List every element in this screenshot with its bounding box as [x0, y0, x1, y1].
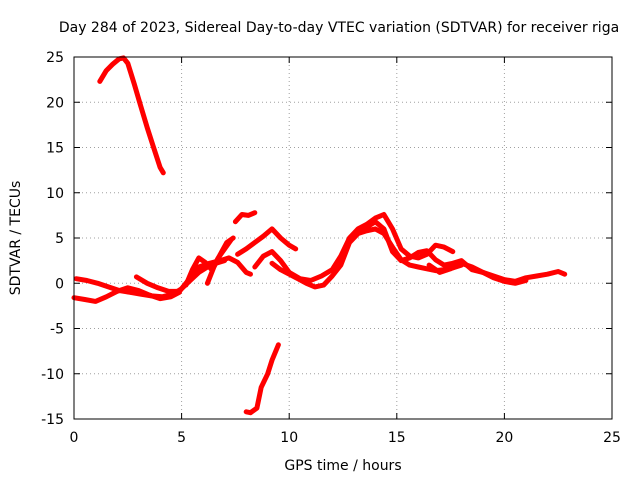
- series-jitter-sat-d: [135, 258, 252, 294]
- series-line-sat-m: [243, 342, 281, 416]
- series-jitter-sat-m: [245, 345, 280, 415]
- series-jitter-sat-k: [357, 222, 527, 286]
- y-tick-label: 20: [46, 95, 64, 111]
- series-jitter-sat-g: [236, 229, 297, 257]
- series-line-sat-c: [71, 285, 182, 304]
- grid: [74, 57, 612, 419]
- y-tick-label: -15: [41, 412, 64, 428]
- axes: 0 5 10 15 20 25 -15 -10 -5 0 5 10 15 20 25: [41, 50, 621, 446]
- x-tick-label: 0: [70, 430, 79, 446]
- series-line-sat-d: [133, 255, 253, 294]
- series-line-sat-l: [426, 260, 568, 284]
- y-tick-label: -10: [41, 367, 64, 383]
- y-tick-label: -5: [50, 322, 64, 338]
- series-jitter-sat-f: [206, 238, 234, 286]
- series-jitter-sat-l: [428, 264, 566, 284]
- plot-area: [71, 55, 568, 416]
- series-line-sat-g: [235, 226, 299, 257]
- x-tick-label: 15: [388, 430, 406, 446]
- x-tick-label: 25: [603, 430, 621, 446]
- series-jitter-sat-a: [99, 58, 165, 176]
- series-jitter-sat-j: [271, 229, 463, 290]
- y-tick-label: 15: [46, 141, 64, 157]
- y-tick-label: 5: [55, 231, 64, 247]
- series-line-sat-h: [232, 210, 258, 225]
- series-jitter-sat-b: [75, 261, 226, 300]
- y-axis-label: SDTVAR / TECUs: [8, 181, 24, 296]
- x-tick-label: 20: [495, 430, 513, 446]
- series-line-sat-j: [269, 226, 464, 290]
- y-tick-label: 25: [46, 50, 64, 66]
- x-tick-label: 10: [280, 430, 298, 446]
- series-jitter-sat-c: [73, 288, 181, 304]
- series-jitter-sat-h: [234, 213, 256, 224]
- chart-title: Day 284 of 2023, Sidereal Day-to-day VTE…: [59, 20, 619, 36]
- y-tick-label: 0: [55, 276, 64, 292]
- y-tick-label: 10: [46, 186, 64, 202]
- x-axis-label: GPS time / hours: [284, 458, 401, 474]
- x-tick-label: 5: [177, 430, 186, 446]
